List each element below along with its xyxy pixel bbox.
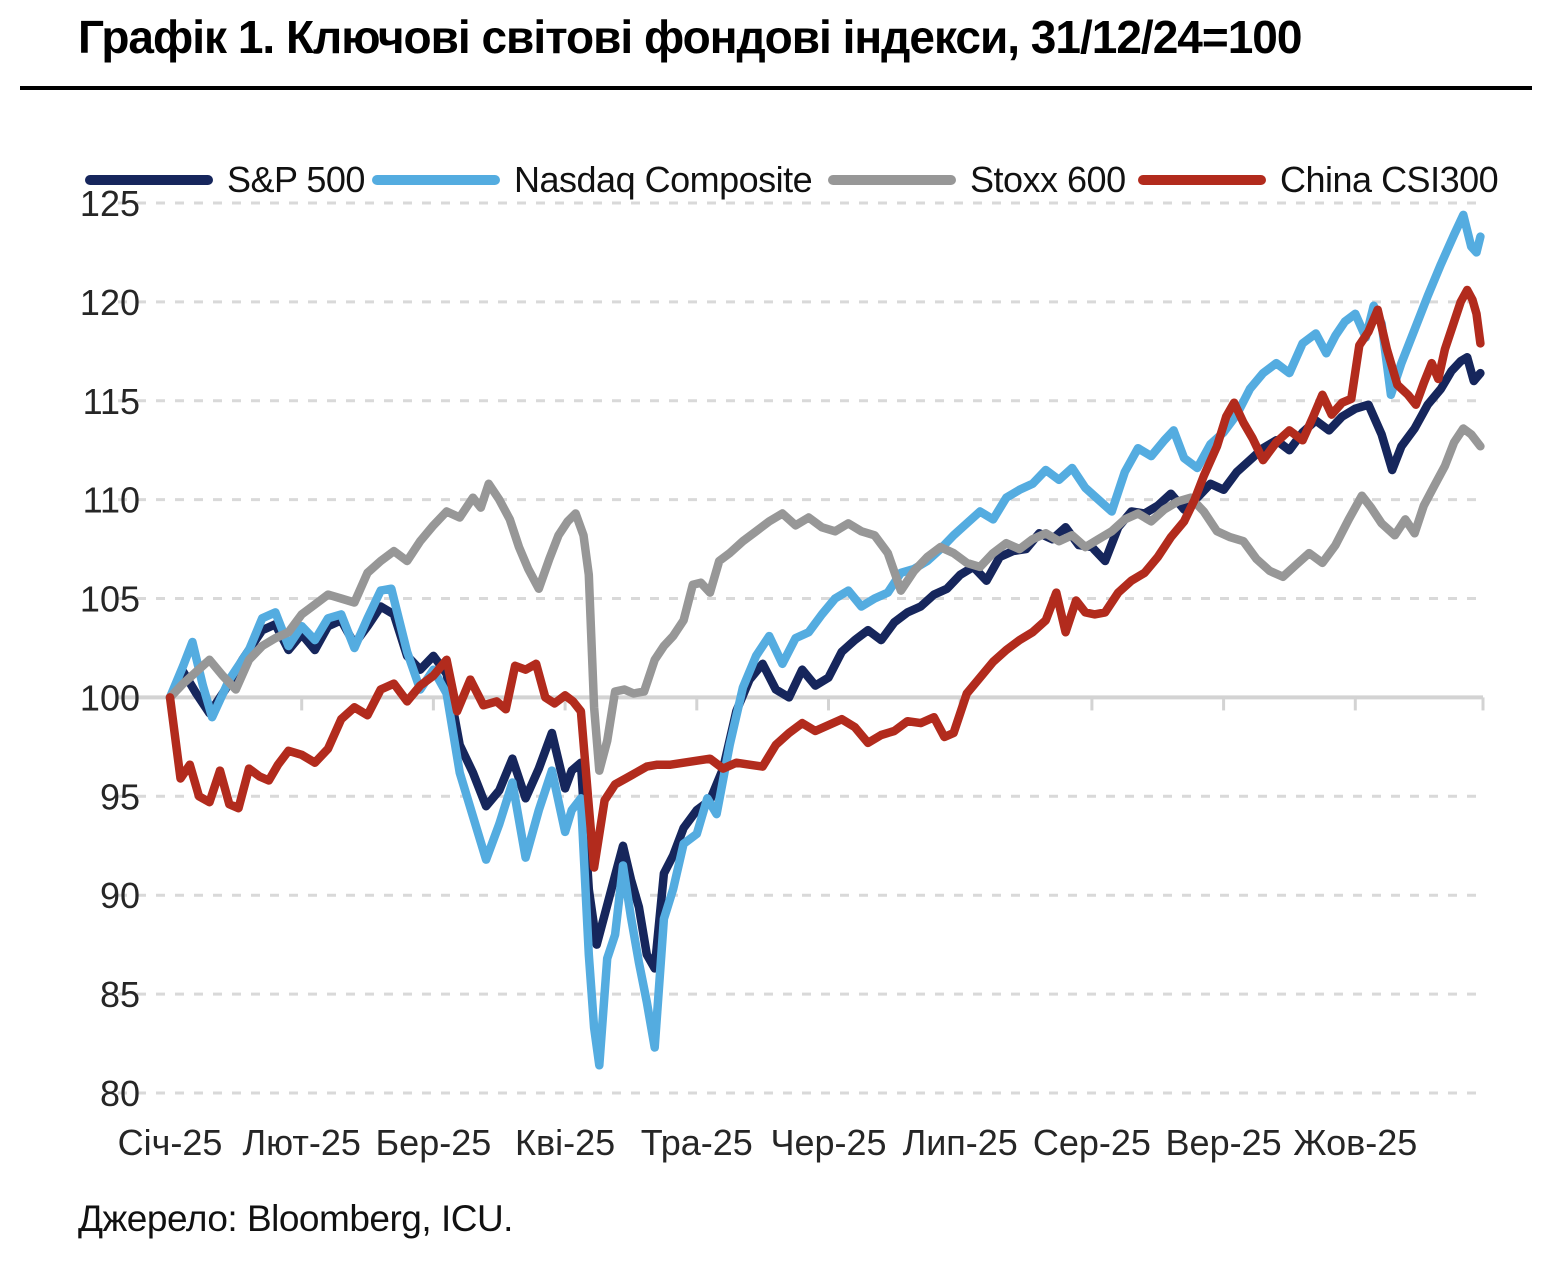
legend-item-csi300: China CSI300 <box>1138 158 1499 202</box>
series-line-sp500 <box>165 353 1485 973</box>
page-title: Графік 1. Ключові світові фондові індекс… <box>78 11 1302 63</box>
x-tick-label: Кві-25 <box>515 1122 615 1163</box>
legend-swatch-stoxx600 <box>828 175 956 185</box>
y-tick-label: 110 <box>83 480 140 521</box>
x-tick-label: Тра-25 <box>641 1122 753 1163</box>
y-tick-label: 105 <box>80 579 140 620</box>
legend-label-sp500: S&P 500 <box>227 159 365 200</box>
legend-swatch-sp500 <box>85 175 213 185</box>
x-tick-label: Жов-25 <box>1293 1122 1417 1163</box>
legend-swatch-nasdaq <box>372 175 500 185</box>
x-tick-label: Вер-25 <box>1166 1122 1282 1163</box>
x-tick-label: Чер-25 <box>770 1122 886 1163</box>
x-tick-label: Січ-25 <box>118 1122 223 1163</box>
series-line-stoxx600 <box>165 424 1485 775</box>
series-line-nasdaq <box>165 210 1485 1070</box>
y-tick-label: 85 <box>100 974 140 1015</box>
legend-item-nasdaq: Nasdaq Composite <box>372 158 813 202</box>
source-text: Джерело: Bloomberg, ICU. <box>78 1198 513 1239</box>
y-tick-label: 115 <box>83 381 140 422</box>
series-line-csi300 <box>165 285 1485 872</box>
legend-swatch-csi300 <box>1138 175 1266 185</box>
legend-label-nasdaq: Nasdaq Composite <box>514 159 813 200</box>
legend-item-sp500: S&P 500 <box>85 158 365 202</box>
x-tick-label: Лип-25 <box>903 1122 1018 1163</box>
title-underline <box>20 86 1532 90</box>
y-tick-label: 95 <box>100 776 140 817</box>
y-tick-label: 90 <box>100 875 140 916</box>
y-tick-label: 120 <box>80 282 140 323</box>
y-tick-label: 80 <box>100 1073 140 1114</box>
legend-label-csi300: China CSI300 <box>1280 159 1499 200</box>
y-tick-label: 100 <box>80 677 140 718</box>
legend-label-stoxx600: Stoxx 600 <box>970 159 1126 200</box>
x-tick-label: Сер-25 <box>1033 1122 1151 1163</box>
legend-item-stoxx600: Stoxx 600 <box>828 158 1126 202</box>
x-tick-label: Бер-25 <box>376 1122 492 1163</box>
x-tick-label: Лют-25 <box>243 1122 361 1163</box>
